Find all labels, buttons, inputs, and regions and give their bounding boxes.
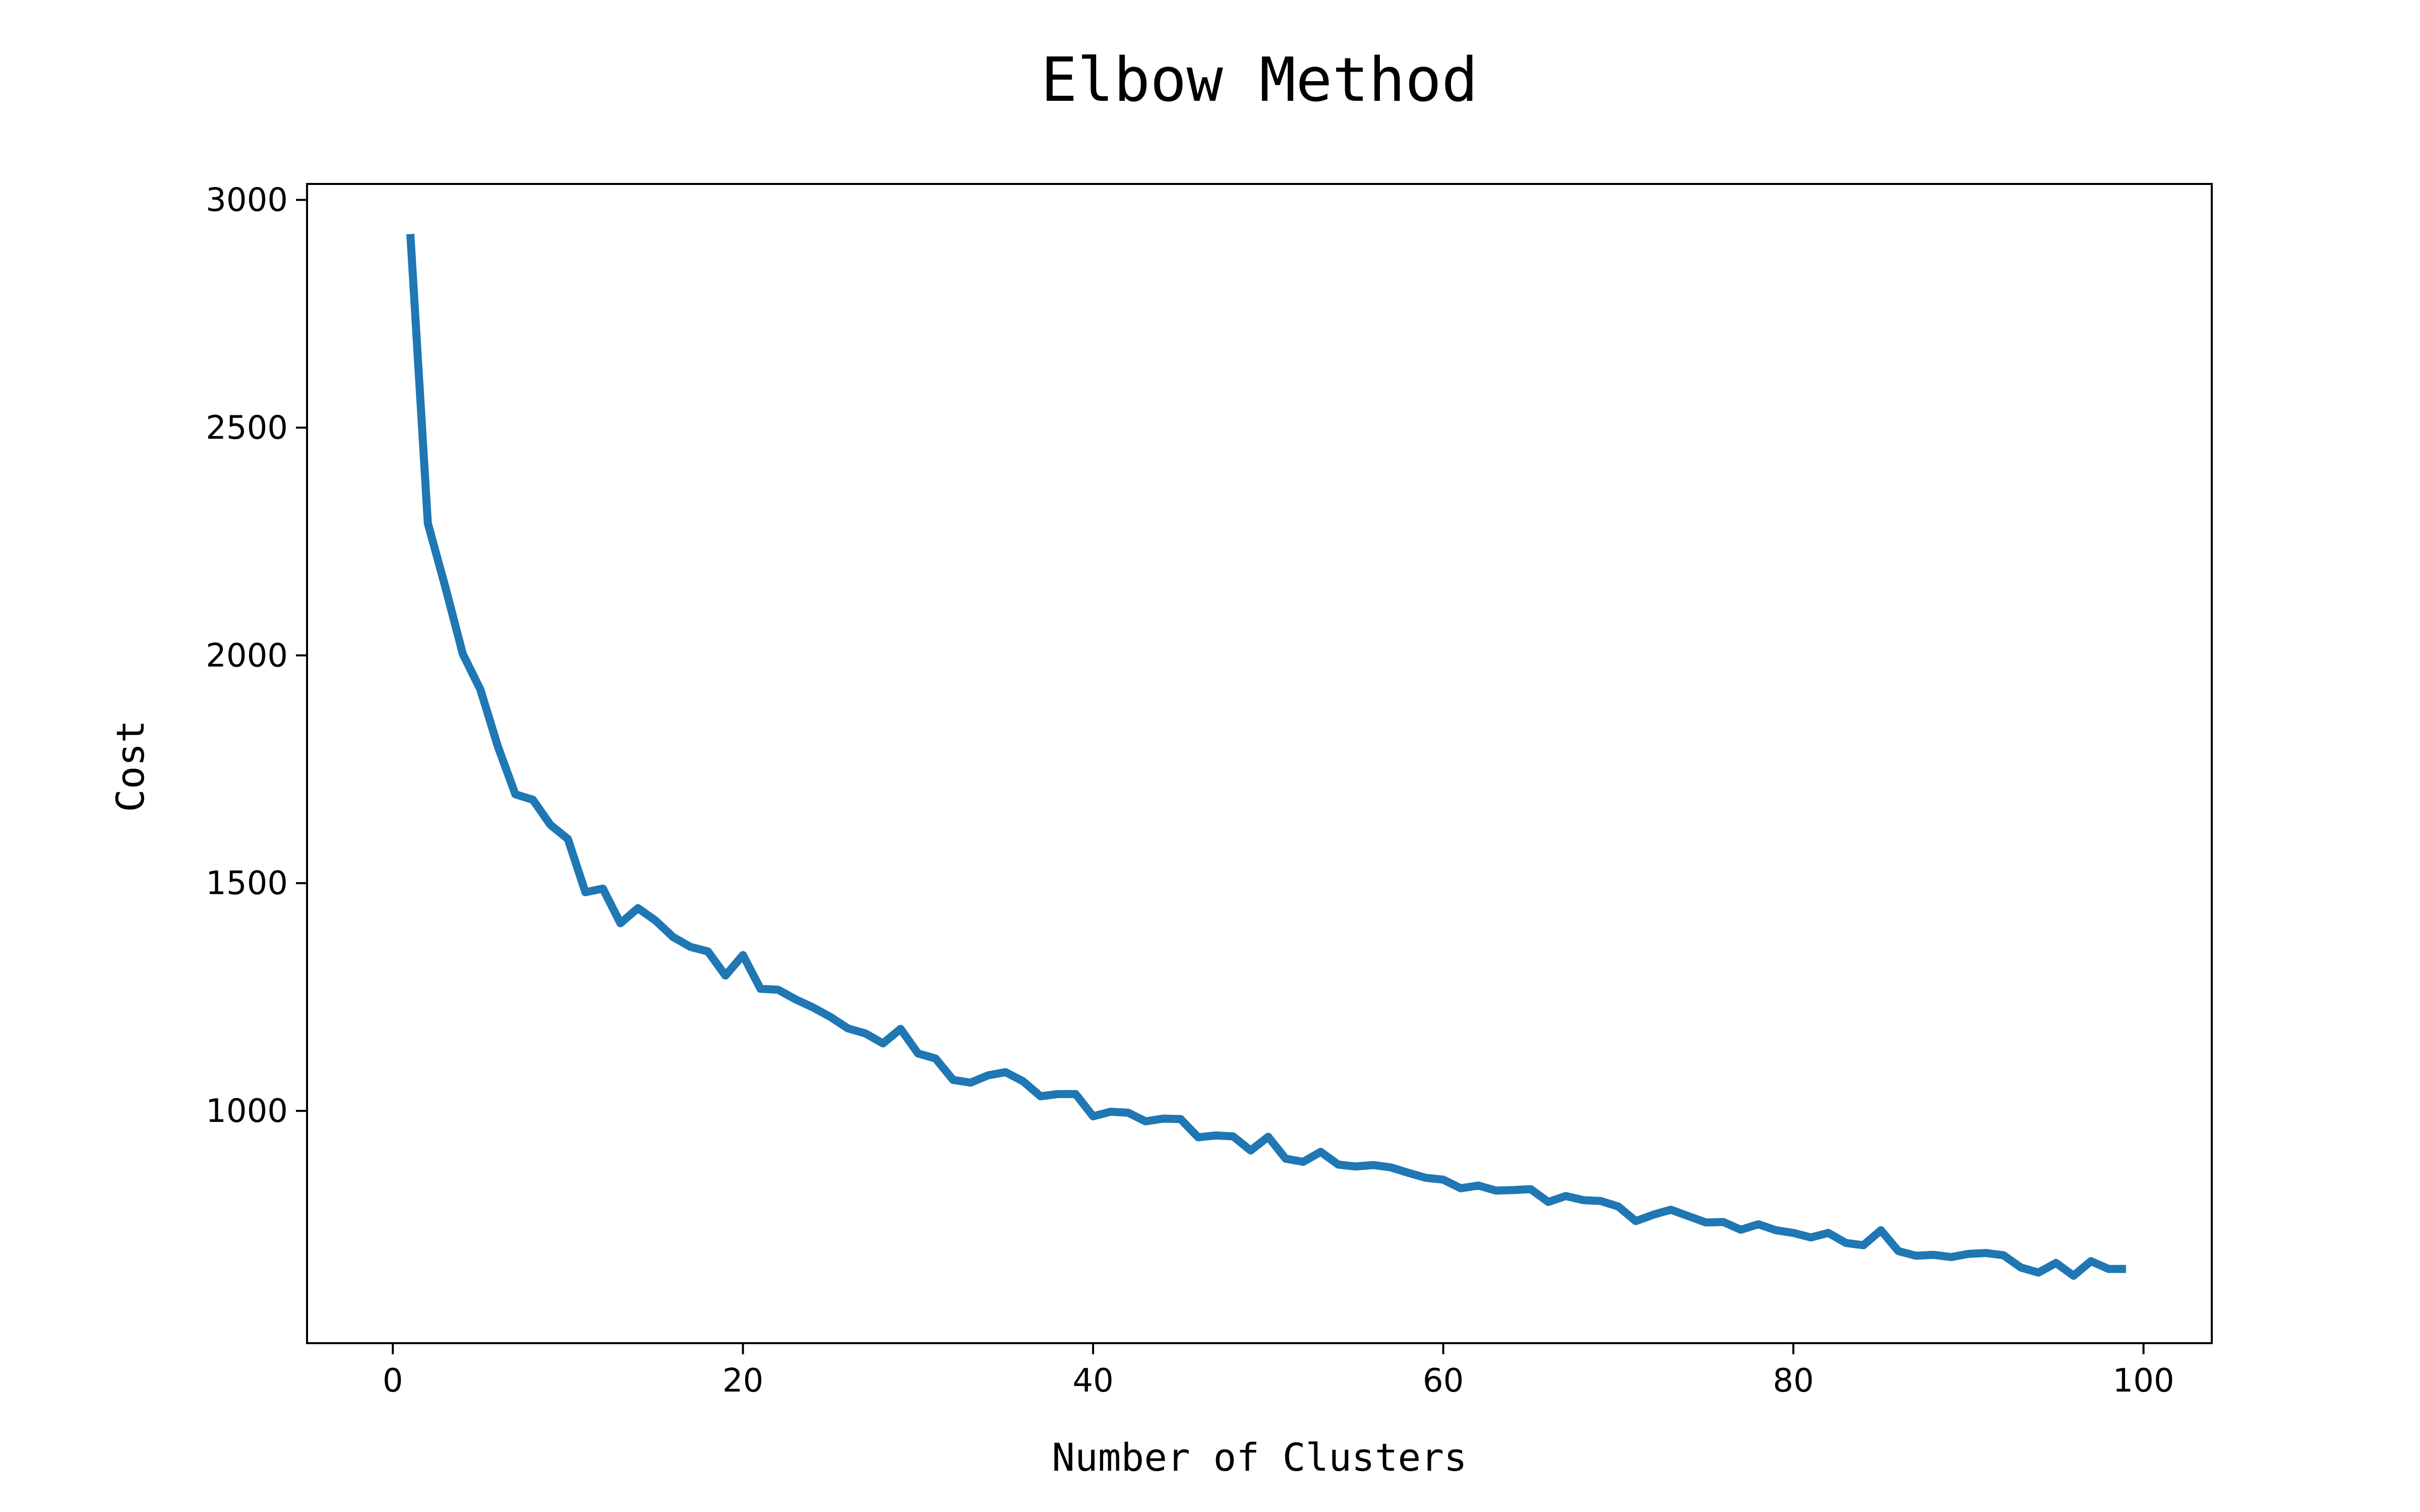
- y-tick-label: 2000: [206, 637, 288, 674]
- y-tick-label: 1500: [206, 865, 288, 902]
- chart-title: Elbow Method: [1041, 45, 1478, 115]
- cost-series-line: [406, 233, 2126, 1280]
- x-tick-label: 100: [2112, 1362, 2174, 1400]
- y-tick-label: 1000: [206, 1093, 288, 1130]
- y-axis-label: Cost: [108, 720, 153, 812]
- x-tick-label: 80: [1773, 1362, 1813, 1400]
- x-axis-label: Number of Clusters: [1052, 1435, 1467, 1480]
- plot-frame: [306, 183, 2213, 1344]
- x-tick-label: 20: [722, 1362, 763, 1400]
- axis-ticks: 0 20 40 60 80 100 1000 1500 2000 2500 3000: [206, 182, 2174, 1400]
- x-tick-label: 40: [1072, 1362, 1113, 1400]
- y-tick-label: 2500: [206, 409, 288, 447]
- x-tick-label: 60: [1423, 1362, 1464, 1400]
- x-tick-label: 0: [383, 1362, 403, 1400]
- y-tick-label: 3000: [206, 182, 288, 219]
